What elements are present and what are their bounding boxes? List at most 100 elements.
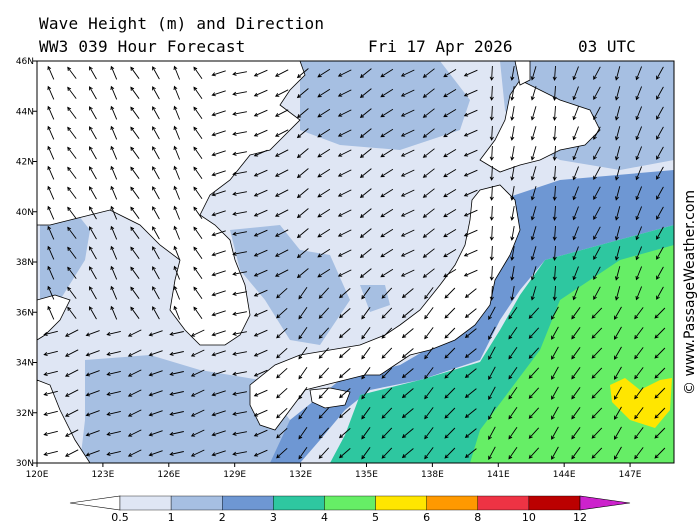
lon-tick-label: 144E: [553, 470, 576, 480]
direction-arrow: [593, 66, 601, 81]
direction-arrow: [298, 307, 308, 320]
direction-arrow: [530, 206, 537, 221]
direction-arrow: [296, 68, 309, 79]
direction-arrow: [274, 229, 289, 237]
direction-arrow: [380, 108, 394, 118]
direction-arrow: [253, 409, 268, 417]
direction-arrow: [508, 327, 518, 340]
direction-arrow: [464, 328, 477, 338]
direction-arrow: [211, 130, 226, 137]
direction-arrow: [232, 231, 247, 236]
map-area: [37, 61, 674, 463]
direction-arrow: [552, 205, 557, 221]
direction-arrow: [572, 206, 579, 221]
direction-arrow: [571, 387, 581, 400]
direction-arrow: [489, 185, 494, 201]
forecast-subtitle: WW3 039 Hour Forecast: [39, 37, 246, 56]
direction-arrow: [274, 169, 289, 177]
direction-arrow: [337, 129, 352, 137]
direction-arrow: [274, 109, 289, 117]
direction-arrow: [614, 106, 621, 121]
direction-arrow: [211, 250, 226, 257]
direction-arrow: [401, 308, 414, 319]
direction-arrow: [67, 146, 77, 159]
direction-arrow: [211, 290, 226, 297]
direction-arrow: [463, 89, 478, 97]
direction-arrow: [614, 446, 622, 460]
latitude-ticks: 30N 32N 34N 36N 38N 40N 42N 44N 46N: [16, 57, 37, 469]
direction-arrow: [444, 347, 456, 359]
direction-arrow: [89, 306, 97, 320]
direction-arrow: [317, 188, 331, 198]
direction-arrow: [43, 410, 58, 417]
direction-arrow: [89, 86, 97, 100]
direction-arrow: [318, 347, 330, 359]
direction-arrow: [463, 209, 478, 217]
direction-arrow: [296, 148, 309, 159]
direction-arrow: [380, 148, 394, 158]
direction-arrow: [317, 168, 331, 178]
direction-arrow: [317, 228, 331, 238]
direction-arrow: [318, 287, 330, 299]
direction-arrow: [193, 286, 203, 299]
direction-arrow: [591, 427, 603, 439]
direction-arrow: [443, 89, 457, 98]
direction-arrow: [401, 288, 414, 299]
direction-arrow: [400, 109, 415, 117]
direction-arrow: [361, 447, 371, 460]
direction-arrow: [338, 308, 351, 319]
direction-arrow: [148, 390, 163, 397]
direction-arrow: [190, 409, 205, 417]
direction-arrow: [571, 347, 581, 360]
direction-arrow: [489, 105, 494, 121]
direction-arrow: [337, 209, 352, 217]
direction-arrow: [614, 386, 622, 400]
direction-arrow: [47, 165, 55, 180]
direction-arrow: [190, 389, 205, 397]
direction-arrow: [152, 66, 160, 80]
lon-tick-label: 123E: [91, 470, 114, 480]
direction-arrow: [296, 108, 309, 119]
wave-direction-arrows: [43, 65, 666, 461]
direction-arrow: [169, 351, 184, 356]
direction-arrow: [656, 166, 664, 180]
direction-arrow: [400, 69, 415, 77]
direction-arrow: [443, 269, 457, 278]
direction-arrow: [318, 307, 330, 319]
direction-arrow: [89, 126, 97, 140]
direction-arrow: [528, 347, 540, 359]
direction-arrow: [593, 146, 601, 161]
direction-arrow: [193, 146, 203, 159]
direction-arrow: [552, 105, 557, 121]
direction-arrow: [508, 367, 518, 380]
direction-arrow: [232, 211, 247, 216]
direction-arrow: [148, 370, 163, 377]
direction-arrow: [508, 427, 518, 440]
direction-arrow: [591, 307, 603, 319]
direction-arrow: [169, 391, 184, 396]
direction-arrow: [211, 390, 226, 397]
direction-arrow: [337, 249, 352, 257]
direction-arrow: [232, 391, 247, 396]
direction-arrow: [67, 226, 77, 239]
direction-arrow: [253, 309, 268, 317]
direction-arrow: [296, 188, 309, 199]
direction-arrow: [67, 306, 77, 319]
direction-arrow: [510, 166, 515, 181]
direction-arrow: [552, 165, 557, 181]
direction-arrow: [318, 407, 330, 419]
direction-arrow: [193, 66, 203, 79]
direction-arrow: [656, 266, 664, 280]
direction-arrow: [572, 266, 579, 281]
direction-arrow: [571, 367, 581, 380]
direction-arrow: [424, 387, 434, 400]
direction-arrow: [276, 407, 288, 419]
direction-arrow: [551, 326, 559, 340]
direction-arrow: [43, 430, 58, 437]
direction-arrow: [67, 266, 77, 279]
direction-arrow: [380, 68, 394, 78]
direction-arrow: [298, 287, 308, 300]
direction-arrow: [463, 169, 478, 177]
direction-arrow: [400, 149, 415, 157]
direction-arrow: [232, 191, 247, 196]
